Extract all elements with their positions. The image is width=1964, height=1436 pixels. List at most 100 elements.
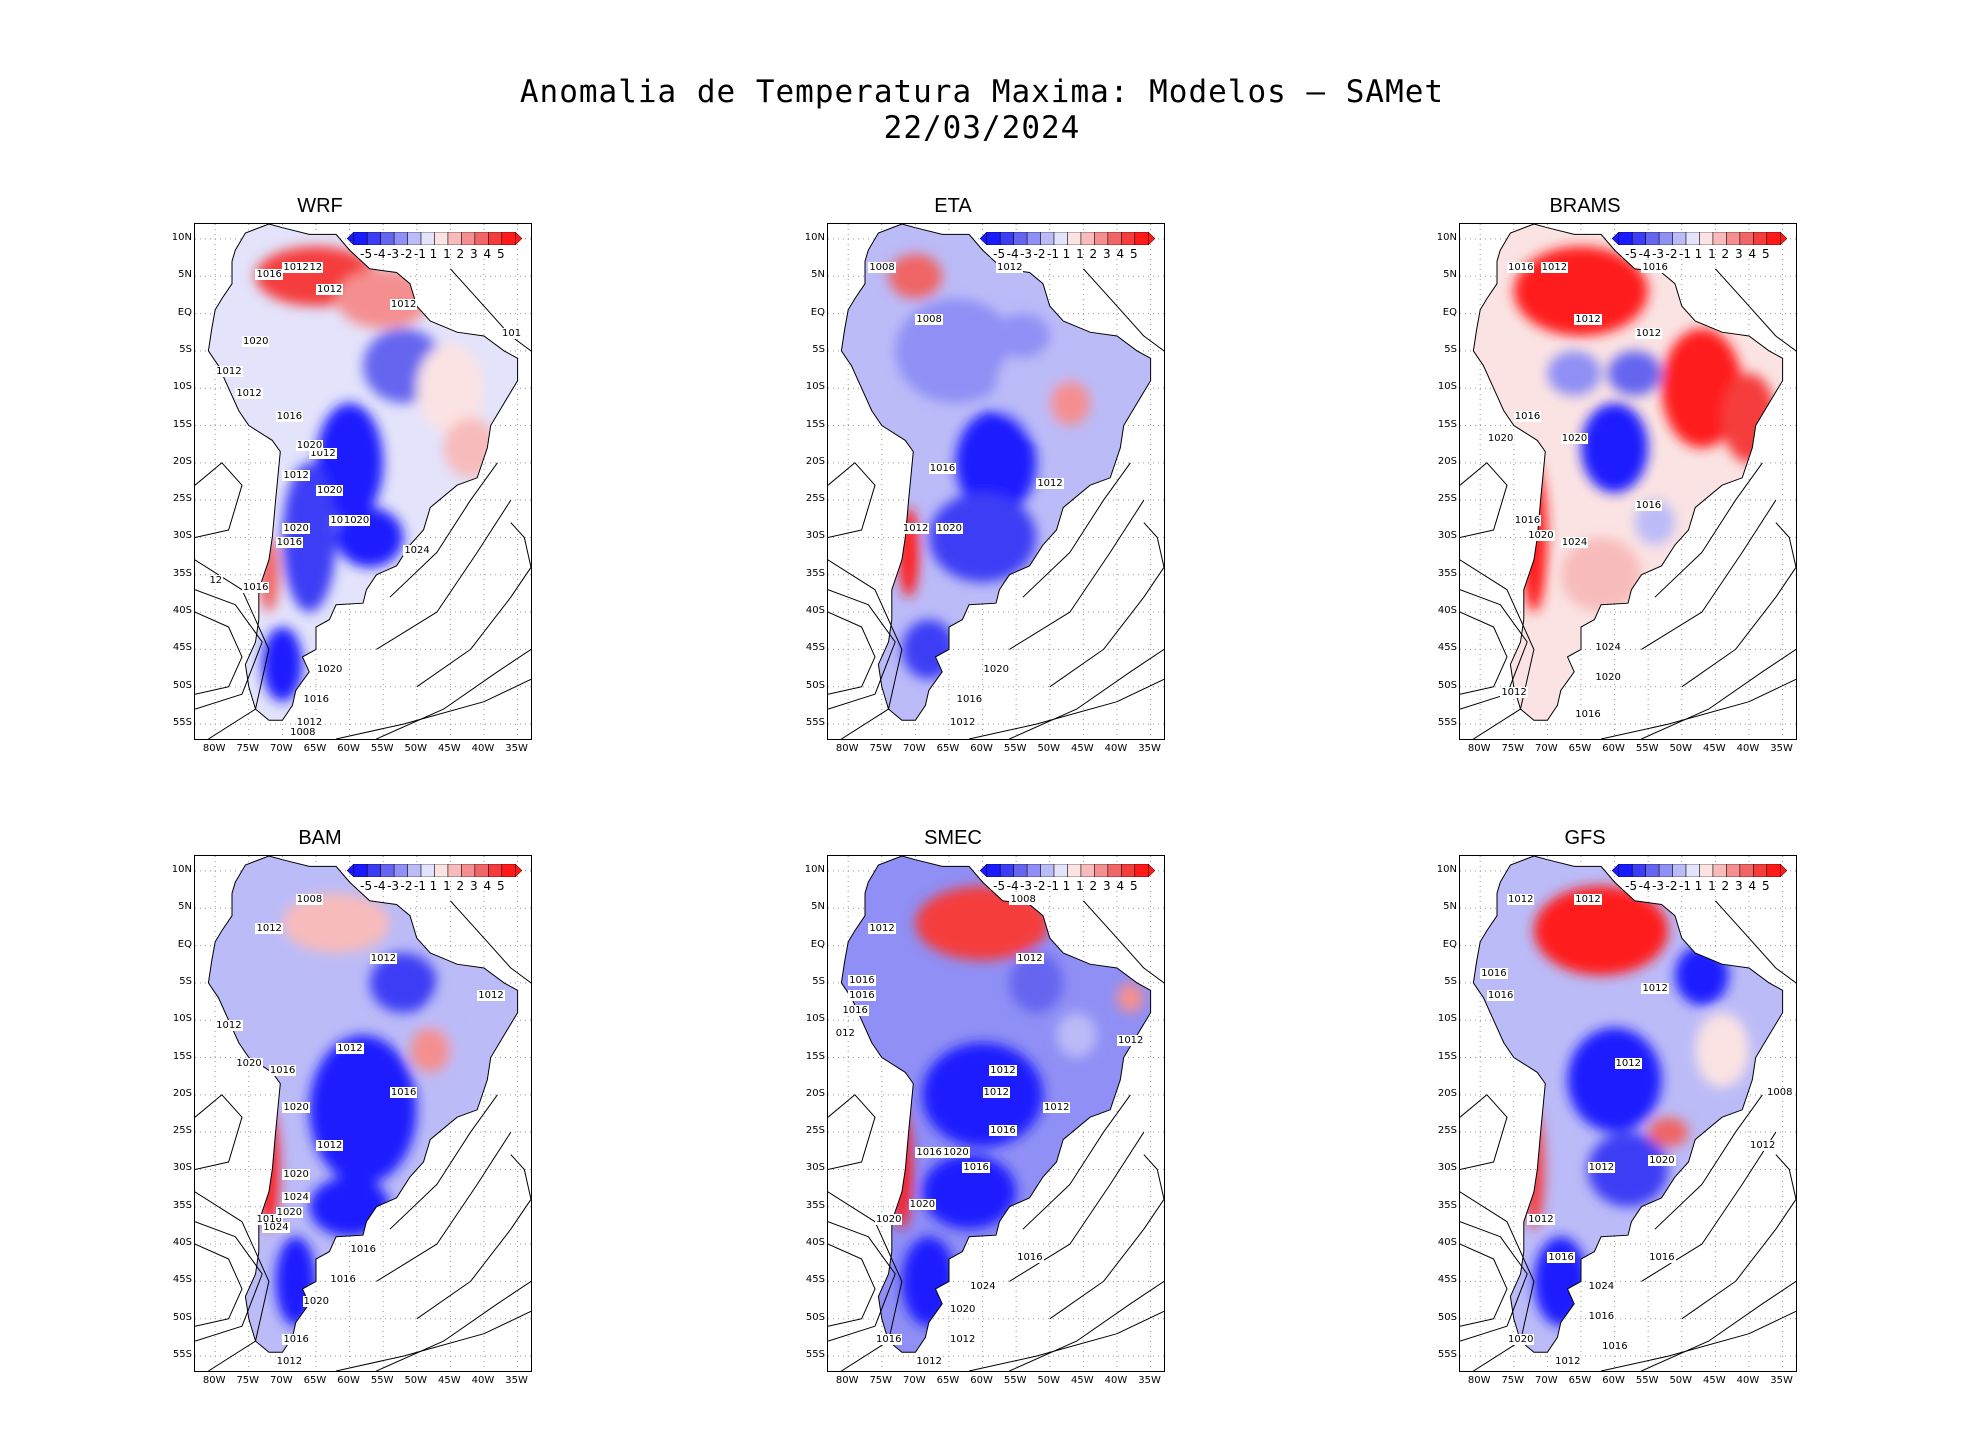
- colorbar-swatch: [1013, 864, 1028, 877]
- pressure-contour: [1654, 1094, 1763, 1230]
- anomaly-field: [841, 224, 1151, 721]
- lon-label: 80W: [1467, 1375, 1491, 1386]
- colorbar-swatch: [393, 232, 408, 245]
- isobar-label: 1012: [1043, 1102, 1071, 1114]
- colorbar-swatch: [1026, 232, 1041, 245]
- anomaly-region: [369, 953, 437, 1013]
- anomaly-region: [336, 268, 431, 329]
- colorbar: [1612, 232, 1787, 245]
- isobar-label: 1020: [908, 1199, 937, 1211]
- anomaly-map: [828, 224, 1164, 739]
- lon-label: 75W: [869, 743, 893, 754]
- lon-label: 60W: [970, 1375, 993, 1386]
- pressure-contour: [195, 559, 270, 739]
- isobar-label: 1016: [389, 1087, 418, 1099]
- colorbar-swatch: [1672, 232, 1687, 245]
- panel-title: ETA: [934, 195, 972, 217]
- colorbar-label: -1: [414, 247, 426, 261]
- lat-label: 10N: [171, 231, 192, 243]
- isobar-label: 1012: [948, 1333, 977, 1345]
- anomaly-region: [1560, 537, 1642, 613]
- pressure-contour: [1460, 1094, 1508, 1170]
- anomaly-region: [901, 619, 956, 680]
- isobar-label: 1012: [235, 388, 263, 400]
- isobar-label: 1012: [901, 522, 930, 534]
- colorbar-arrow-right: [1148, 864, 1155, 877]
- lat-label: 30S: [172, 1162, 192, 1174]
- isobar-label: 1008: [1766, 1087, 1794, 1099]
- isobar-label: 1020: [275, 1206, 304, 1218]
- colorbar-label: 2: [456, 247, 465, 261]
- pressure-contour: [416, 1199, 531, 1320]
- pressure-contour: [1009, 1280, 1164, 1371]
- colorbar-swatch: [986, 232, 1001, 245]
- pressure-contour: [195, 462, 243, 538]
- lon-label: 50W: [1037, 743, 1061, 754]
- lon-label: 70W: [1535, 743, 1558, 754]
- lat-label: 15S: [1437, 418, 1457, 430]
- pressure-contour: [828, 559, 903, 739]
- colorbar-label: 1: [429, 879, 438, 893]
- figure-title: Anomalia de Temperatura Maxima: Modelos …: [519, 74, 1445, 110]
- lon-label: 40W: [1104, 743, 1128, 754]
- pressure-contour: [510, 522, 531, 568]
- panel-title: BRAMS: [1549, 195, 1621, 217]
- colorbar-label: 1: [1076, 879, 1084, 893]
- lat-label: 10N: [804, 231, 825, 243]
- colorbar-swatch: [461, 232, 476, 245]
- isobar-label: 1016: [1480, 967, 1508, 979]
- isobar-label: 1012: [1036, 477, 1064, 489]
- colorbar-label: 5: [496, 879, 505, 893]
- lat-label: 10N: [1436, 231, 1457, 243]
- colorbar-label: -1: [1047, 247, 1059, 261]
- anomaly-region: [928, 492, 1037, 583]
- lon-label: 60W: [337, 743, 360, 754]
- coastline: [840, 856, 1152, 1353]
- isobar-label: 1020: [935, 522, 963, 534]
- isobar-label: 1012: [1587, 1162, 1616, 1173]
- pressure-contour: [1083, 900, 1164, 984]
- lat-label: 55S: [805, 717, 825, 729]
- isobar-label: 1024: [1594, 641, 1622, 653]
- isobar-label: 1016: [1601, 1341, 1629, 1353]
- colorbar-swatch: [1631, 864, 1646, 877]
- pressure-contour: [1715, 900, 1796, 984]
- isobar-label: 1020: [1594, 671, 1622, 683]
- lat-label: 50S: [1437, 1311, 1457, 1323]
- isobar-label: 1016: [841, 1005, 869, 1017]
- lon-label: 55W: [1635, 743, 1659, 754]
- lat-label: 5N: [811, 901, 825, 913]
- pressure-contour: [1641, 1280, 1796, 1371]
- colorbar-arrow-left: [980, 864, 987, 877]
- anomaly-map: [1460, 224, 1796, 739]
- isobar-label: 1020: [948, 1303, 977, 1315]
- colorbar-label: 5: [1129, 879, 1138, 893]
- isobar-label: 1020: [315, 664, 344, 676]
- lat-label: 50S: [805, 1311, 825, 1323]
- anomaly-map: [195, 856, 531, 1371]
- lon-label: 50W: [1669, 1375, 1693, 1386]
- isobar-label: 1012: [336, 1042, 364, 1054]
- isobar-label: 101: [501, 328, 523, 340]
- anomaly-region: [1634, 500, 1676, 545]
- isobar-label: 1020: [295, 440, 324, 452]
- lat-label: 5S: [179, 975, 192, 987]
- colorbar-label: 2: [456, 879, 465, 893]
- colorbar-label: -5: [993, 879, 1006, 893]
- colorbar-label: -5: [1625, 879, 1638, 893]
- isobar-label: 1012: [315, 1139, 344, 1151]
- colorbar-label: -2: [1033, 879, 1046, 893]
- colorbar-label: -3: [1020, 247, 1033, 261]
- colorbar-swatch: [986, 864, 1001, 877]
- lat-label: 55S: [172, 1349, 192, 1361]
- colorbar-swatch: [461, 864, 476, 877]
- pressure-contour: [1460, 611, 1508, 695]
- colorbar-swatch: [393, 864, 408, 877]
- lat-label: 20S: [172, 455, 192, 467]
- anomaly-region: [1009, 953, 1064, 1013]
- colorbar-label: -5: [1625, 247, 1638, 261]
- isobar-label: 1020: [982, 664, 1010, 676]
- pressure-contour: [828, 462, 876, 538]
- anomaly-region: [1567, 1027, 1662, 1133]
- colorbar-label: 1: [443, 879, 451, 893]
